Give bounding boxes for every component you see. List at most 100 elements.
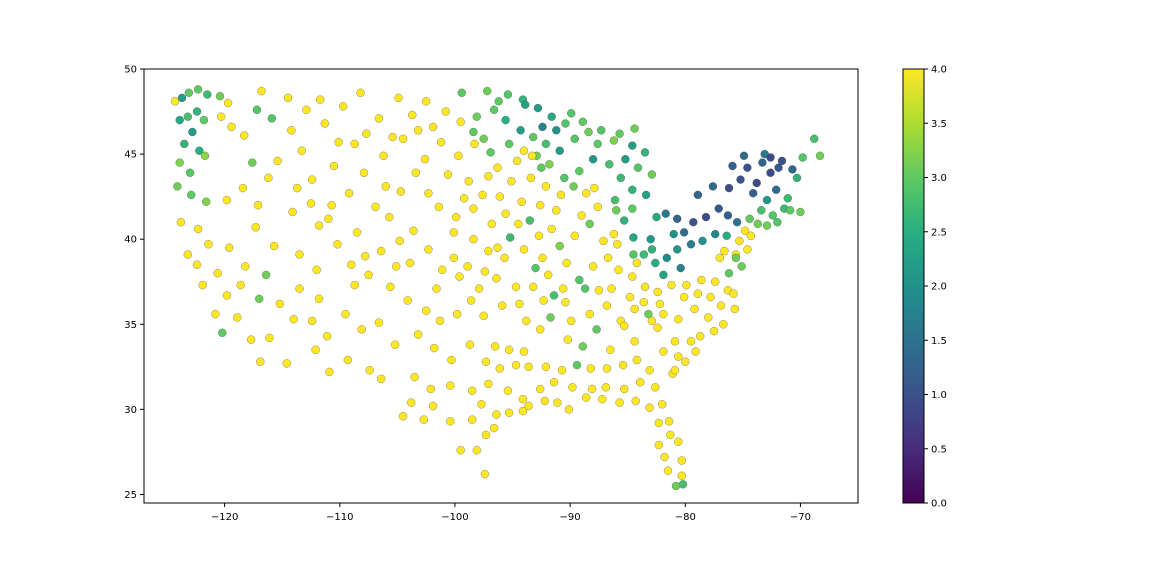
x-tick-label: −80 [675, 512, 696, 523]
scatter-point [597, 126, 606, 135]
scatter-point [192, 107, 202, 116]
scatter-point [518, 395, 528, 404]
scatter-point [752, 178, 761, 188]
scatter-point [388, 132, 397, 142]
scatter-point [287, 126, 296, 135]
scatter-point [413, 330, 423, 339]
scatter-point [392, 262, 401, 271]
scatter-point [701, 212, 711, 222]
scatter-point [449, 228, 458, 237]
scatter-point [222, 195, 232, 205]
scatter-point [552, 126, 561, 135]
scatter-point [492, 274, 501, 283]
scatter-point [644, 309, 653, 319]
scatter-point [377, 246, 386, 256]
scatter-point [766, 153, 775, 162]
scatter-point [446, 381, 455, 390]
scatter-point [512, 156, 522, 166]
scatter-point [223, 98, 233, 108]
scatter-point [613, 240, 622, 249]
scatter-point [306, 199, 316, 208]
scatter-point [704, 313, 713, 322]
scatter-point [555, 146, 564, 155]
scatter-point [777, 156, 787, 166]
scatter-point [662, 253, 671, 263]
scatter-point [408, 110, 417, 120]
scatter-point [716, 301, 726, 310]
scatter-point [403, 296, 412, 305]
scatter-point [273, 156, 282, 166]
scatter-point [377, 374, 386, 383]
scatter-point [598, 395, 607, 404]
scatter-point [253, 201, 263, 210]
scatter-point [588, 155, 598, 164]
scatter-point [327, 201, 336, 210]
scatter-point [647, 245, 657, 254]
scatter-point [217, 112, 226, 121]
scatter-point [561, 298, 570, 307]
scatter-point [428, 122, 438, 132]
scatter-point [320, 119, 329, 128]
scatter-point [352, 228, 362, 237]
scatter-point [269, 241, 279, 251]
scatter-point [218, 328, 227, 337]
scatter-point [386, 282, 395, 292]
scatter-point [424, 245, 433, 254]
scatter-point [540, 396, 549, 406]
scatter-point [582, 393, 591, 402]
scatter-point [325, 367, 334, 377]
scatter-point [691, 347, 700, 356]
scatter-point [629, 233, 638, 242]
scatter-point [774, 163, 783, 172]
scatter-point [264, 173, 273, 183]
scatter-point [632, 355, 642, 365]
y-tick-label: 35 [124, 320, 137, 331]
scatter-point [489, 105, 499, 114]
scatter-point [494, 97, 503, 106]
scatter-point [478, 190, 487, 200]
scatter-point [314, 221, 324, 230]
scatter-point [616, 173, 625, 183]
scatter-point [655, 299, 665, 309]
scatter-point [577, 211, 586, 220]
scatter-point [585, 309, 594, 319]
scatter-point [575, 166, 584, 176]
scatter-point [215, 92, 225, 101]
scatter-point [810, 134, 819, 143]
scatter-point [785, 206, 795, 215]
scatter-point [322, 332, 332, 341]
scatter-point [618, 360, 628, 370]
scatter-point [667, 280, 676, 290]
scatter-point [504, 139, 514, 149]
y-tick-label: 50 [124, 65, 137, 76]
scatter-point [500, 253, 509, 263]
scatter-point [177, 93, 187, 103]
scatter-point [659, 270, 668, 280]
scatter-point [610, 195, 620, 205]
scatter-point [723, 211, 733, 220]
scatter-point [480, 469, 490, 479]
scatter-point [398, 134, 408, 143]
y-axis: 25 30 35 40 45 50 [124, 65, 144, 501]
scatter-point [436, 138, 446, 147]
scatter-point [507, 177, 516, 186]
colorbar-axis: 0.0 0.5 1.0 1.5 2.0 2.5 3.0 3.5 4.0 [924, 65, 947, 510]
scatter-point [256, 357, 265, 366]
scatter-point [697, 275, 706, 285]
scatter-point [569, 182, 578, 191]
scatter-point [493, 163, 502, 172]
scatter-point [679, 228, 689, 237]
scatter-point [541, 362, 551, 371]
scatter-point [504, 345, 514, 354]
scatter-point [582, 189, 591, 198]
scatter-point [572, 360, 582, 370]
scatter-point [428, 401, 438, 411]
scatter-point [645, 366, 654, 375]
scatter-point [602, 301, 612, 310]
scatter-point [719, 320, 728, 329]
scatter-point [640, 282, 650, 292]
scatter-point [570, 134, 579, 143]
scatter-point [693, 289, 703, 298]
scatter-point [481, 430, 491, 440]
scatter-point [192, 260, 202, 269]
